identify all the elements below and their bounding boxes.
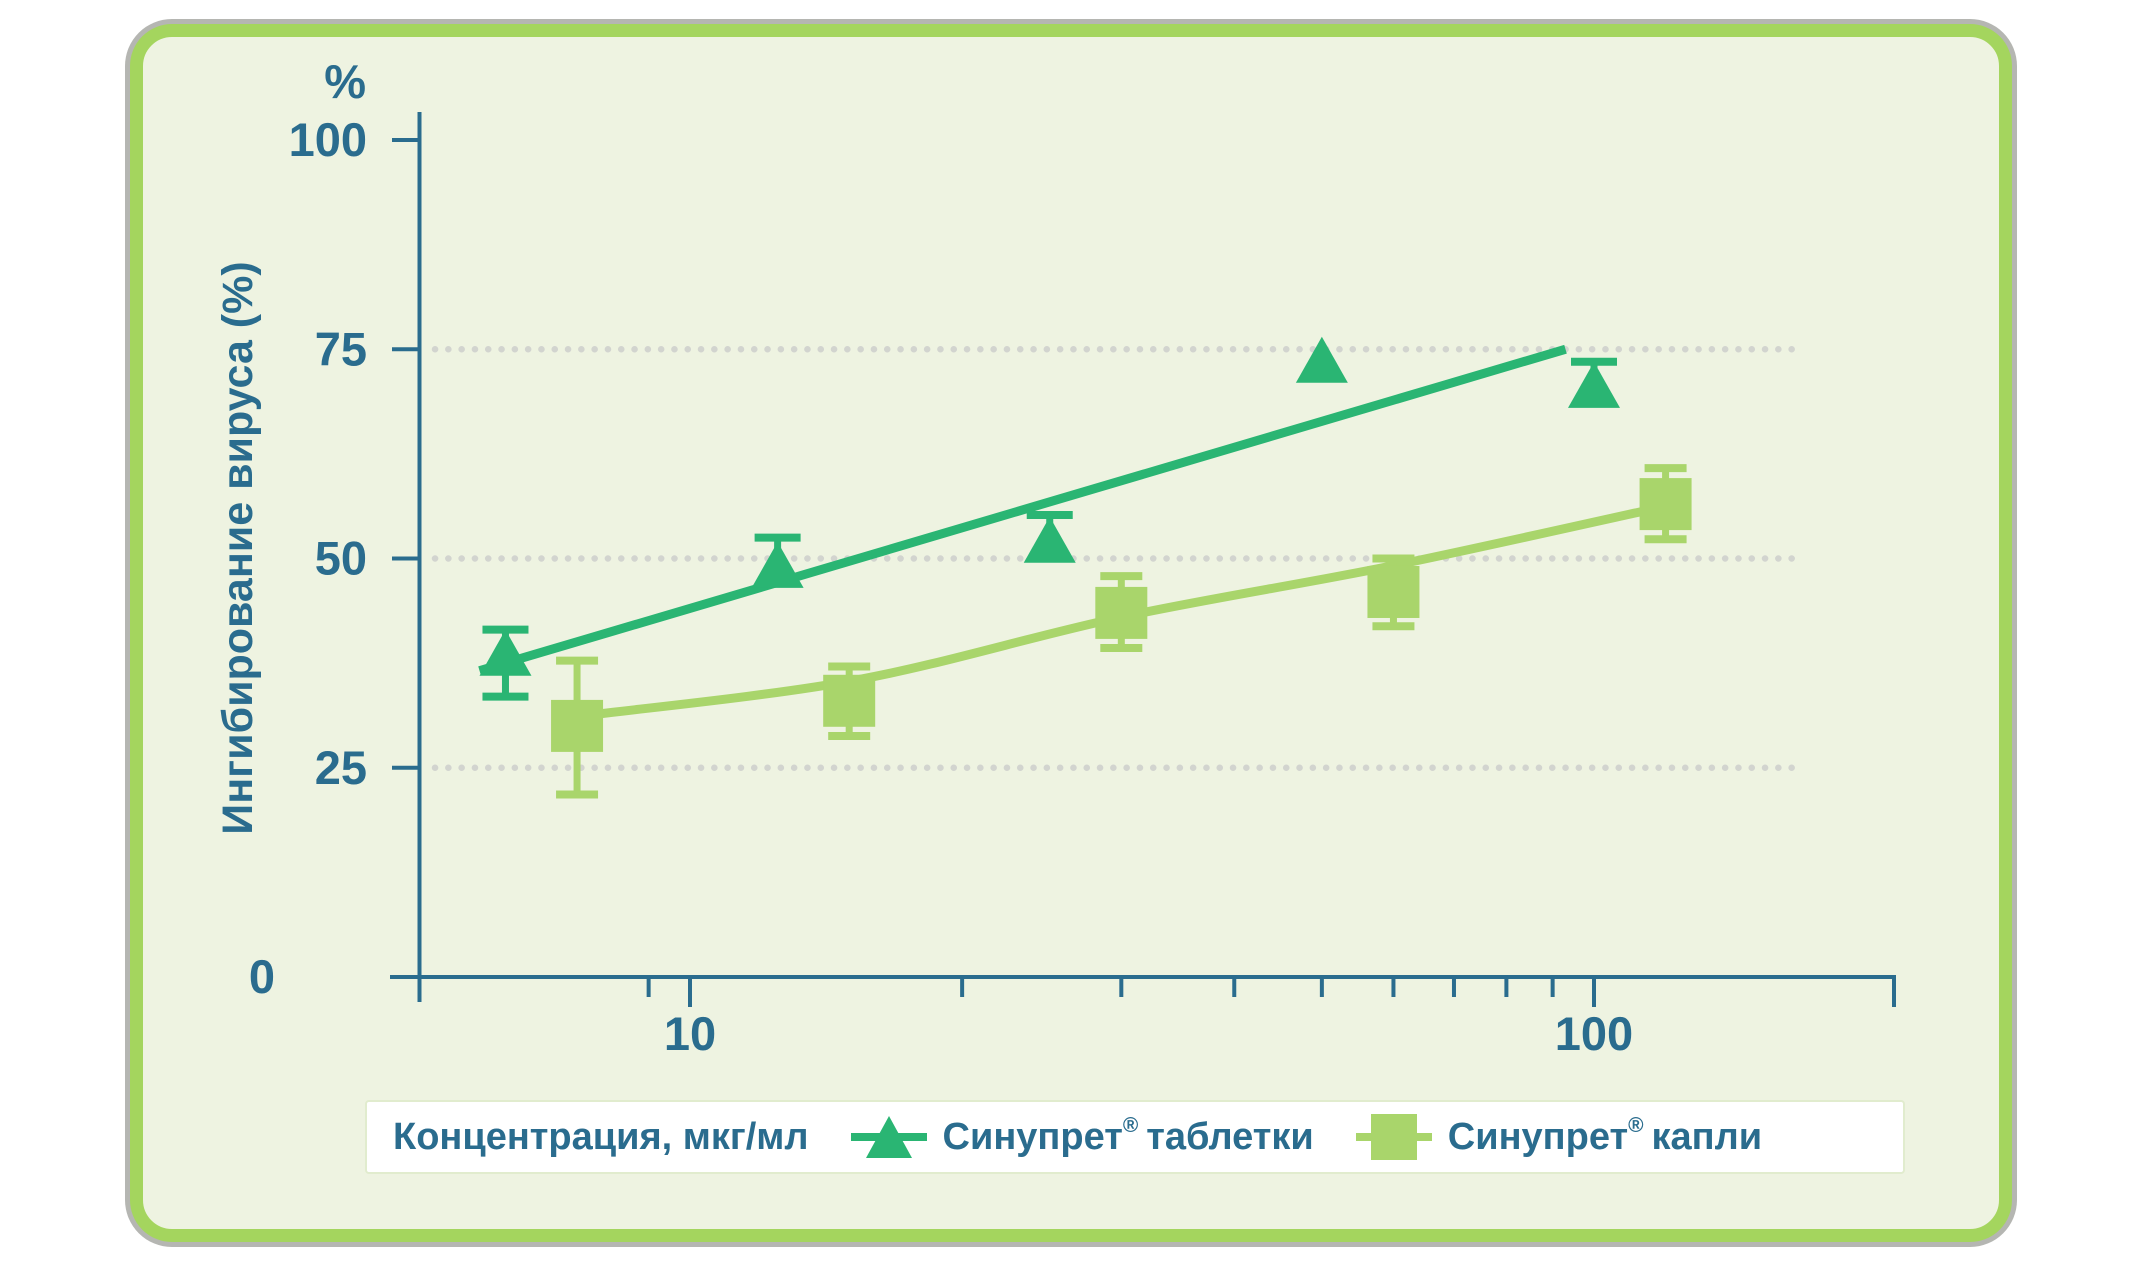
square-marker-icon	[1355, 1113, 1432, 1161]
legend-item-tablets: Синупрет® таблетки	[809, 1113, 1314, 1161]
data-point-triangle	[1295, 336, 1348, 383]
data-point-triangle	[751, 541, 804, 588]
data-point-square	[1639, 478, 1692, 531]
legend-label-drops: Синупрет® капли	[1447, 1113, 1763, 1159]
legend-label-tablets: Синупрет® таблетки	[942, 1113, 1314, 1159]
brand-text: Синупрет	[1447, 1115, 1629, 1158]
legend-item-drops: Синупрет® капли	[1314, 1113, 1762, 1161]
data-point-triangle	[1023, 516, 1076, 563]
legend: Концентрация, мкг/мл Синупрет® таблетки С…	[365, 1100, 1905, 1174]
data-point-square	[551, 699, 604, 752]
drops-square-swatch	[1370, 1114, 1417, 1160]
data-point-square	[823, 674, 876, 727]
y-tick-label: 100	[289, 113, 367, 166]
data-point-square	[1095, 586, 1148, 639]
y-axis-unit-label: %	[324, 55, 366, 108]
registered-mark: ®	[1628, 1113, 1644, 1137]
data-point-square	[1367, 565, 1420, 618]
y-axis-title: Ингибирование вируса (%)	[214, 261, 262, 835]
variant-text: таблетки	[1146, 1115, 1314, 1158]
x-tick-label: 100	[1555, 1007, 1633, 1060]
y-tick-label: 25	[315, 741, 367, 794]
data-point-triangle	[479, 629, 532, 676]
tablets-triangle-swatch	[865, 1116, 912, 1158]
data-point-triangle	[1568, 361, 1620, 408]
registered-mark: ®	[1122, 1113, 1139, 1137]
y-tick-label: 50	[315, 532, 367, 585]
brand-text: Синупрет	[942, 1115, 1123, 1158]
trend-line-triangle	[478, 344, 1567, 675]
x-tick-label: 10	[664, 1007, 716, 1060]
triangle-marker-icon	[850, 1113, 927, 1161]
y-tick-label: 0	[249, 950, 275, 1003]
variant-text: капли	[1651, 1115, 1763, 1158]
y-tick-label: 75	[315, 322, 367, 375]
x-axis-title: Концентрация, мкг/мл	[393, 1115, 809, 1158]
